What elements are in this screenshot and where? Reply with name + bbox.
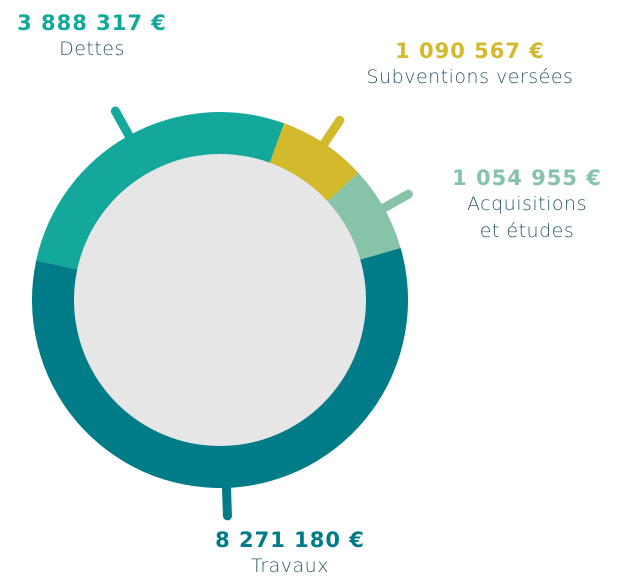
segment-label: 3 888 317 € Dettes (17, 10, 167, 63)
segment-label: 1 090 567 € Subventions versées (367, 38, 574, 91)
leader-line (110, 106, 139, 149)
leader-line (314, 115, 345, 157)
segment-label: 1 054 955 € Acquisitions et études (452, 165, 602, 245)
leader-line (221, 473, 232, 521)
value-label: 8 271 180 € (215, 528, 365, 552)
value-label: 1 054 955 € (452, 166, 602, 190)
category-label: Subventions versées (366, 66, 574, 88)
category-label: Acquisitions et études (467, 193, 587, 242)
leader-line (370, 189, 413, 218)
category-label: Travaux (251, 555, 329, 577)
donut-hole (74, 154, 366, 446)
category-label: Dettes (59, 38, 125, 60)
value-label: 1 090 567 € (395, 39, 545, 63)
segment-label: 8 271 180 € Travaux (215, 527, 365, 580)
value-label: 3 888 317 € (17, 11, 167, 35)
